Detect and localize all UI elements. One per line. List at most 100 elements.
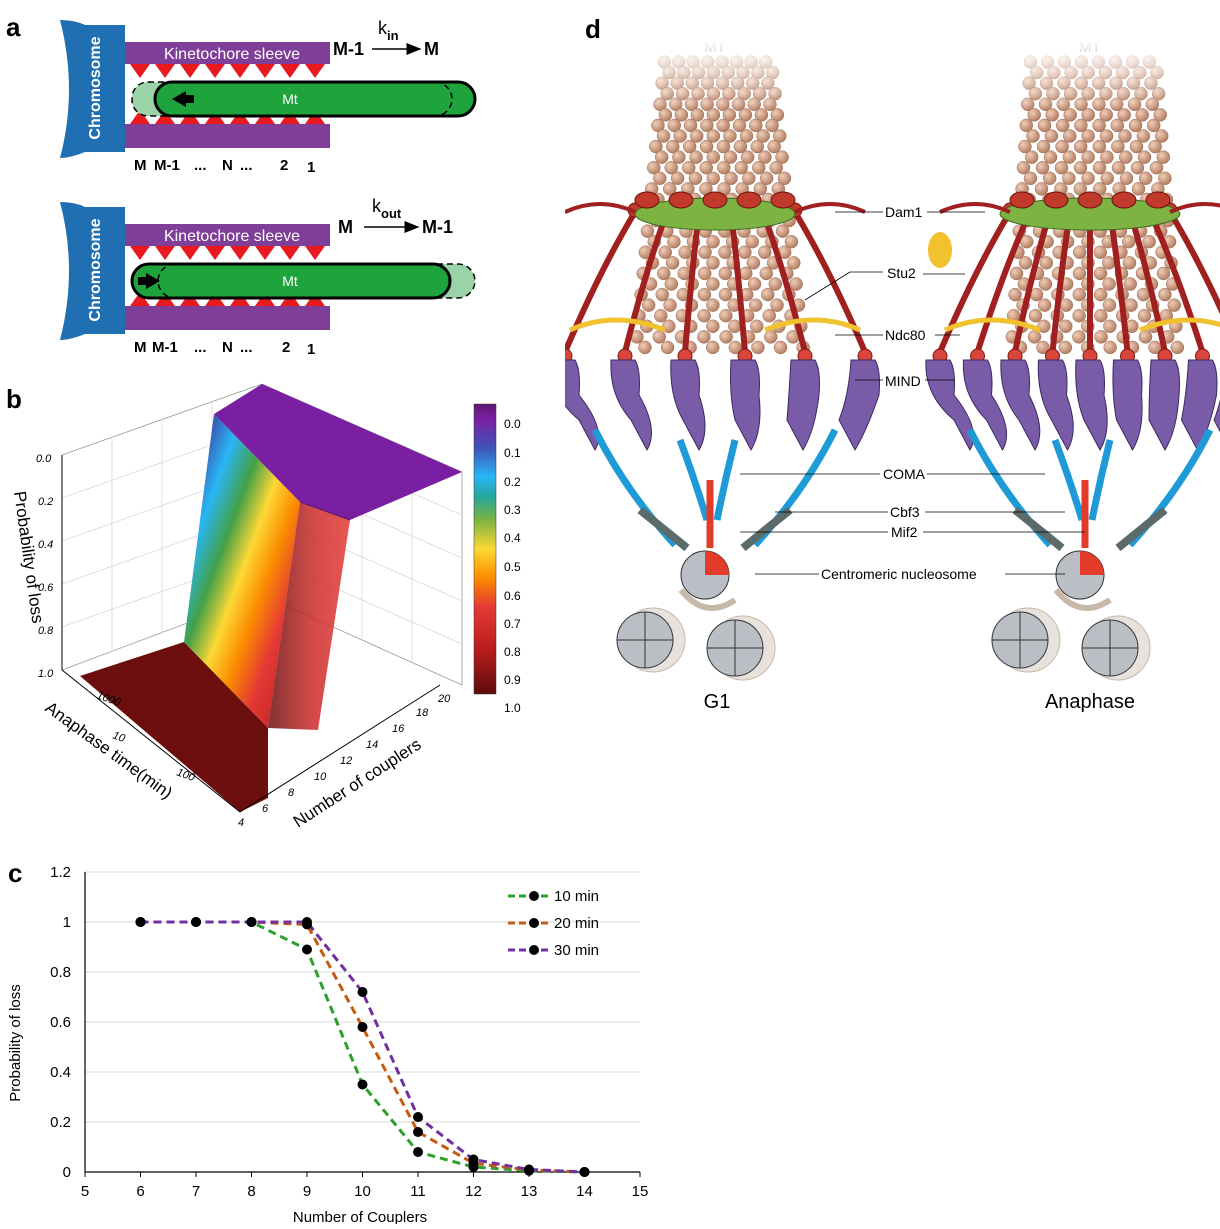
tubulin-bead xyxy=(1118,129,1132,143)
data-point xyxy=(579,1167,590,1177)
x-tick-label: 12 xyxy=(465,1183,482,1200)
dam1-head xyxy=(668,191,694,209)
svg-text:20: 20 xyxy=(437,693,451,705)
component-labels: Dam1 Stu2 Ndc80 MIND COMA Cbf3 Mif2 Cent… xyxy=(740,204,1085,582)
tubulin-bead xyxy=(1147,118,1161,133)
tubulin-bead xyxy=(698,266,712,281)
x-tick-label: 5 xyxy=(81,1183,89,1200)
tubulin-bead xyxy=(1094,287,1108,302)
tubulin-bead xyxy=(1072,309,1086,323)
svg-text:6: 6 xyxy=(262,803,269,815)
sleeve-tooth xyxy=(155,246,175,260)
y-tick-label: 1.2 xyxy=(50,864,71,881)
data-point xyxy=(524,1164,534,1175)
tubulin-bead xyxy=(697,287,712,302)
svg-text:...: ... xyxy=(194,157,207,174)
sleeve-label: Kinetochore sleeve xyxy=(164,228,300,245)
tubulin-bead xyxy=(759,171,774,185)
svg-text:0.7: 0.7 xyxy=(504,617,521,631)
tubulin-bead xyxy=(1016,161,1031,175)
tubulin-bead xyxy=(773,340,788,355)
panel-b: b 0.0 0.2 0.4 0.6 0.8 1.0 Pr xyxy=(0,380,560,850)
cenp-a-wedge xyxy=(705,551,729,575)
panel-d-letter: d xyxy=(585,14,601,44)
tubulin-bead xyxy=(656,129,671,143)
svg-text:M: M xyxy=(134,339,147,356)
data-point xyxy=(246,917,257,927)
svg-text:0.6: 0.6 xyxy=(38,582,54,594)
tubulin-bead xyxy=(770,298,784,312)
stu2 xyxy=(928,232,952,268)
tubulin-bead xyxy=(655,287,669,302)
nucleosome-divider xyxy=(1082,620,1138,676)
coma xyxy=(1051,438,1114,522)
tubulin-bead xyxy=(697,309,711,323)
svg-text:0.8: 0.8 xyxy=(38,625,54,637)
rate-k-in: kin xyxy=(378,18,399,43)
chromosome-shape xyxy=(60,202,125,340)
tubulin-bead xyxy=(1156,150,1171,164)
cenp-a-wedge xyxy=(1080,551,1104,575)
svg-text:1: 1 xyxy=(307,159,315,176)
cbf3 xyxy=(1012,506,1168,552)
svg-text:N: N xyxy=(222,157,233,174)
tubulin-bead xyxy=(733,139,748,154)
tubulin-bead xyxy=(1130,161,1145,175)
nucleosome-divider xyxy=(992,612,1048,668)
nucleosome-divider xyxy=(617,612,673,668)
tubulin-bead xyxy=(1092,139,1106,154)
tubulin-bead xyxy=(762,309,776,323)
tubulin-bead xyxy=(654,150,669,164)
svg-text:...: ... xyxy=(240,157,253,174)
tubulin-bead xyxy=(752,161,766,175)
tubulin-bead xyxy=(718,287,733,302)
mind-complex xyxy=(1213,399,1220,433)
tubulin-bead xyxy=(738,245,752,259)
tubulin-bead xyxy=(1054,161,1069,175)
tubulin-bead xyxy=(1059,298,1073,312)
x-axis-label: Number of couplers xyxy=(290,735,425,832)
svg-text:0.5: 0.5 xyxy=(504,560,521,574)
tubulin-bead xyxy=(678,245,692,259)
legend-marker xyxy=(529,891,539,901)
tubulin-bead xyxy=(673,129,687,143)
tubulin-bead xyxy=(745,235,759,249)
tubulin-bead xyxy=(739,129,754,143)
x-tick-label: 14 xyxy=(576,1183,593,1200)
tubulin-bead xyxy=(1156,266,1171,281)
tubulin-bead xyxy=(1025,150,1039,164)
tubulin-bead xyxy=(748,298,763,312)
tubulin-bead xyxy=(1111,161,1126,175)
tubulin-bead xyxy=(1038,277,1053,291)
label-anaphase: Anaphase xyxy=(1045,691,1135,713)
x-tick-label: 15 xyxy=(632,1183,649,1200)
dna-strand xyxy=(678,588,737,611)
tubulin-bead xyxy=(761,287,775,302)
tubulin-bead xyxy=(1072,330,1086,344)
sleeve-tooth xyxy=(305,64,325,78)
tubulin-bead xyxy=(652,330,666,344)
state-to-top: M xyxy=(424,39,439,59)
tubulin-bead xyxy=(718,245,732,259)
ndc80-fibril xyxy=(792,210,868,354)
sleeve-tooth xyxy=(255,246,275,260)
svg-text:0.2: 0.2 xyxy=(504,475,521,489)
y-tick-label: 0.6 xyxy=(50,1014,71,1031)
svg-text:2: 2 xyxy=(280,157,288,174)
svg-text:...: ... xyxy=(240,339,253,356)
move-arrow-right-icon xyxy=(146,273,160,289)
tubulin-bead xyxy=(758,245,772,259)
tubulin-bead xyxy=(1063,129,1077,143)
dam1-arm xyxy=(939,202,1220,214)
tubulin-bead xyxy=(690,129,704,143)
tubulin-bead xyxy=(777,171,792,185)
tubulin-bead xyxy=(740,150,755,164)
tubulin-bead xyxy=(1158,171,1172,185)
label-dam1: Dam1 xyxy=(885,204,923,220)
data-point xyxy=(357,1022,368,1032)
svg-text:4: 4 xyxy=(238,817,244,829)
tubulin-bead xyxy=(1018,256,1033,270)
svg-text:0.4: 0.4 xyxy=(38,539,53,551)
tubulin-bead xyxy=(773,129,787,143)
dam1-head xyxy=(702,191,728,209)
